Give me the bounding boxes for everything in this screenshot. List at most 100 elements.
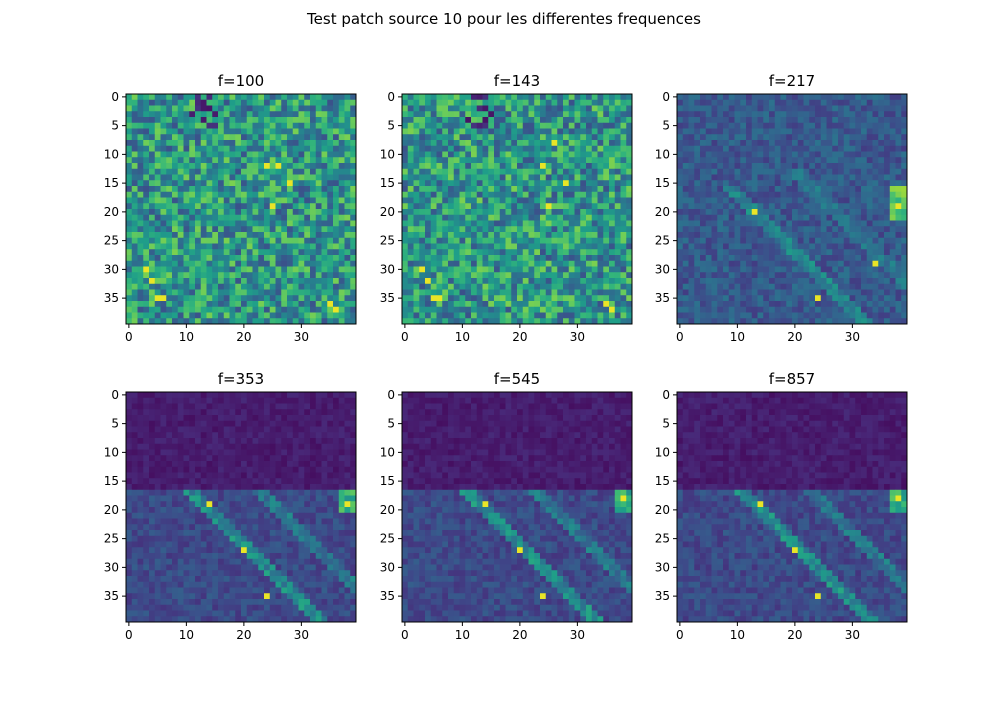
heatmap-cell (568, 105, 575, 112)
heatmap-cell (838, 295, 845, 302)
heatmap-cell (177, 283, 184, 290)
heatmap-cell (419, 295, 426, 302)
heatmap-cell (511, 226, 518, 233)
heatmap-cell (751, 174, 758, 181)
heatmap-cell (884, 151, 891, 158)
heatmap-cell (241, 111, 248, 118)
heatmap-cell (160, 168, 167, 175)
heatmap-cell (866, 255, 873, 262)
heatmap-cell (149, 203, 156, 210)
heatmap-cell (609, 237, 616, 244)
heatmap-cell (620, 117, 627, 124)
heatmap-cell (832, 306, 839, 313)
heatmap-cell (682, 226, 689, 233)
heatmap-cell (574, 94, 581, 101)
heatmap-cell (723, 191, 730, 198)
heatmap-cell (177, 174, 184, 181)
heatmap-cell (682, 289, 689, 296)
heatmap-cell (728, 232, 735, 239)
heatmap-cell (557, 157, 564, 164)
heatmap-cell (275, 157, 282, 164)
heatmap-cell (528, 145, 535, 152)
heatmap-cell (126, 306, 133, 313)
heatmap-cell (534, 203, 541, 210)
heatmap-cell (517, 260, 524, 267)
heatmap-cell (310, 209, 317, 216)
heatmap-cell (269, 128, 276, 135)
heatmap-cell (792, 197, 799, 204)
heatmap-cell (803, 278, 810, 285)
heatmap-cell (540, 122, 547, 129)
heatmap-cell (298, 249, 305, 256)
heatmap-cell (889, 283, 896, 290)
heatmap-cell (315, 214, 322, 221)
heatmap-cell (465, 168, 472, 175)
heatmap-cell (574, 180, 581, 187)
heatmap-cell (557, 117, 564, 124)
heatmap-cell (413, 203, 420, 210)
heatmap-cell (849, 174, 856, 181)
heatmap-cell (723, 243, 730, 250)
heatmap-cell (402, 180, 409, 187)
heatmap-cell (482, 111, 489, 118)
heatmap-cell (321, 318, 328, 325)
heatmap-cell (183, 174, 190, 181)
heatmap-cell (172, 191, 179, 198)
heatmap-cell (419, 145, 426, 152)
heatmap-cell (901, 174, 908, 181)
heatmap-cell (287, 243, 294, 250)
heatmap-cell (269, 249, 276, 256)
heatmap-cell (769, 157, 776, 164)
heatmap-cell (235, 151, 242, 158)
heatmap-cell (505, 151, 512, 158)
heatmap-cell (465, 186, 472, 193)
heatmap-cell (861, 203, 868, 210)
heatmap-cell (574, 128, 581, 135)
heatmap-cell (786, 145, 793, 152)
heatmap-cell (206, 226, 213, 233)
heatmap-cell (763, 186, 770, 193)
heatmap-cell (350, 255, 357, 262)
heatmap-cell (229, 151, 236, 158)
heatmap-cell (195, 157, 202, 164)
heatmap-cell (246, 145, 253, 152)
heatmap-cell (563, 122, 570, 129)
heatmap-cell (545, 134, 552, 141)
heatmap-cell (872, 128, 879, 135)
heatmap-cell (609, 289, 616, 296)
heatmap-cell (425, 168, 432, 175)
heatmap-cell (717, 318, 724, 325)
heatmap-cell (189, 301, 196, 308)
heatmap-cell (682, 94, 689, 101)
heatmap-cell (574, 168, 581, 175)
heatmap-cell (166, 105, 173, 112)
heatmap-cell (889, 226, 896, 233)
heatmap-cell (264, 197, 271, 204)
heatmap-cell (591, 151, 598, 158)
heatmap-cell (419, 318, 426, 325)
heatmap-cell (838, 151, 845, 158)
heatmap-cell (436, 209, 443, 216)
heatmap-cell (757, 226, 764, 233)
heatmap-cell (436, 111, 443, 118)
heatmap-cell (609, 232, 616, 239)
heatmap-cell (333, 232, 340, 239)
heatmap-cell (494, 186, 501, 193)
heatmap-cell (402, 226, 409, 233)
heatmap-cell (626, 272, 633, 279)
heatmap-cell (838, 94, 845, 101)
heatmap-cell (700, 191, 707, 198)
heatmap-cell (304, 272, 311, 279)
heatmap-cell (786, 128, 793, 135)
heatmap-cell (574, 145, 581, 152)
heatmap-cell (717, 128, 724, 135)
heatmap-cell (826, 312, 833, 319)
heatmap-cell (711, 180, 718, 187)
heatmap-cell (849, 186, 856, 193)
heatmap-cell (160, 140, 167, 147)
heatmap-cell (563, 134, 570, 141)
heatmap-cell (430, 128, 437, 135)
heatmap-cell (734, 249, 741, 256)
heatmap-cell (137, 180, 144, 187)
heatmap-cell (315, 117, 322, 124)
